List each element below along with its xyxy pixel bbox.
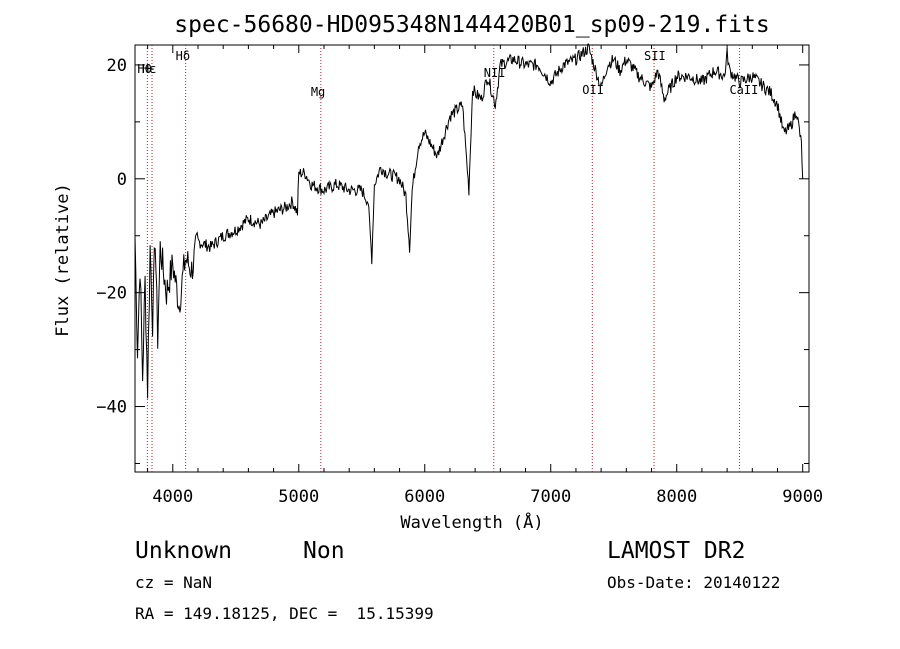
x-tick-label-4: 8000 xyxy=(656,487,697,507)
coordinates-label: RA = 149.18125, DEC = 15.15399 xyxy=(135,604,434,623)
x-tick-label-1: 5000 xyxy=(278,487,319,507)
marker-label-6: SII xyxy=(644,49,666,63)
x-axis-label: Wavelength (Å) xyxy=(400,511,543,533)
plot-frame xyxy=(134,44,810,473)
spectrum-series-line xyxy=(134,43,804,399)
spectrum-chart: spec-56680-HD095348N144420B01_sp09-219.f… xyxy=(53,12,823,533)
y-tick-label-0: −40 xyxy=(96,398,127,418)
axis-ticks: 4000 5000 6000 7000 8000 9000 −40 −20 0 20 xyxy=(96,45,823,507)
y-tick-label-1: −20 xyxy=(96,284,127,304)
x-tick-label-2: 6000 xyxy=(404,487,445,507)
chart-title: spec-56680-HD095348N144420B01_sp09-219.f… xyxy=(174,12,769,38)
obs-date-label: Obs-Date: 20140122 xyxy=(607,573,781,592)
marker-label-7: CaII xyxy=(729,83,758,97)
marker-label-4: NII xyxy=(484,66,506,80)
y-axis-label: Flux (relative) xyxy=(53,183,73,337)
redshift-label: cz = NaN xyxy=(135,573,213,592)
survey-label: LAMOST DR2 xyxy=(607,538,746,564)
x-tick-label-3: 7000 xyxy=(530,487,571,507)
marker-label-0: Hθ xyxy=(137,62,151,76)
subclass-label: Non xyxy=(303,538,345,564)
y-tick-label-3: 20 xyxy=(107,56,127,76)
x-tick-label-5: 9000 xyxy=(782,487,823,507)
marker-label-2: Hδ xyxy=(176,49,190,63)
y-tick-label-2: 0 xyxy=(117,170,127,190)
marker-label-1: Hε xyxy=(142,62,156,76)
marker-label-5: OII xyxy=(582,83,604,97)
x-tick-label-0: 4000 xyxy=(152,487,193,507)
classification-label: Unknown xyxy=(135,538,232,564)
marker-label-3: Mg xyxy=(311,85,325,99)
